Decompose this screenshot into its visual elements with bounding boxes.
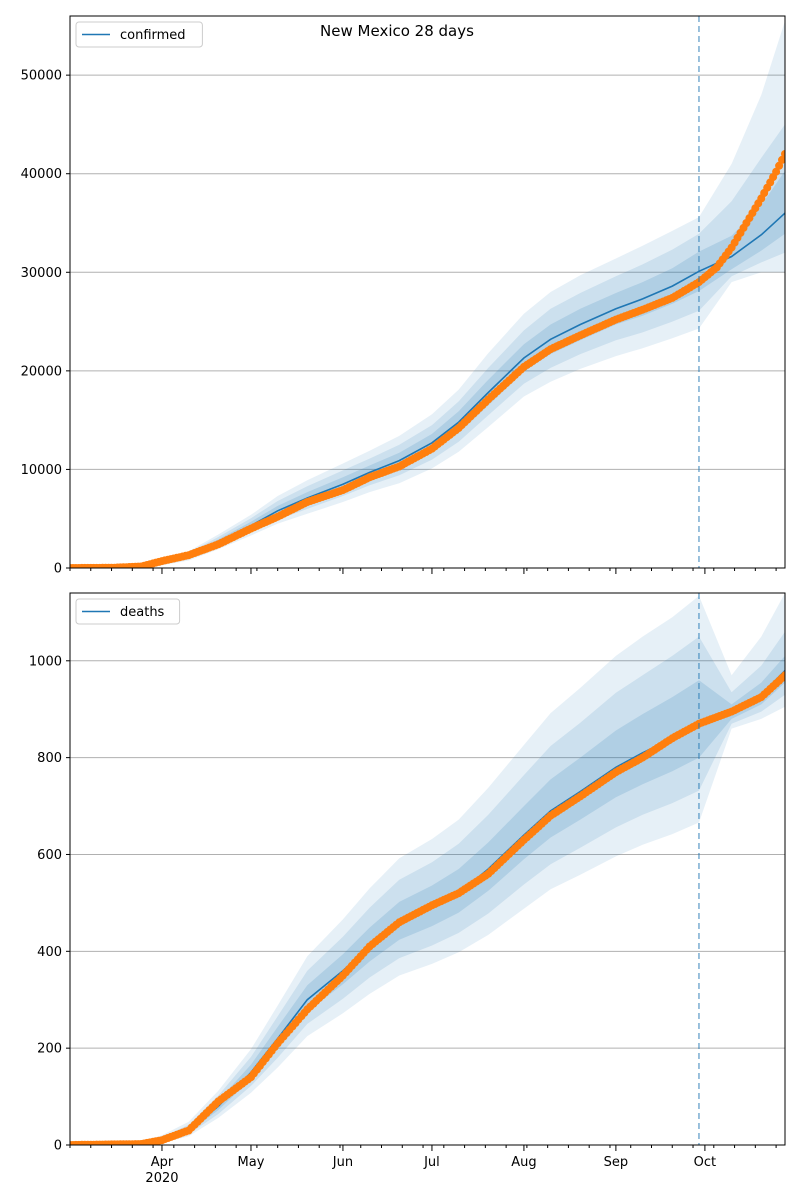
y-tick-label: 800 bbox=[37, 751, 62, 766]
y-tick-label: 20000 bbox=[21, 364, 62, 379]
y-tick-label: 400 bbox=[37, 945, 62, 960]
axes-frame bbox=[69, 15, 786, 569]
y-tick-label: 1000 bbox=[29, 654, 62, 669]
y-tick-label: 200 bbox=[37, 1042, 62, 1057]
x-tick-label: Aug bbox=[511, 1155, 536, 1170]
x-tick-label: May bbox=[238, 1155, 265, 1170]
figure-title: New Mexico 28 days bbox=[320, 22, 474, 40]
uncertainty-band bbox=[70, 636, 699, 1145]
uncertainty-band bbox=[699, 20, 785, 329]
y-tick-label: 40000 bbox=[21, 167, 62, 182]
legend-box bbox=[75, 598, 181, 625]
uncertainty-band bbox=[70, 233, 699, 568]
y-tick-label: 50000 bbox=[21, 69, 62, 84]
observed-point bbox=[781, 671, 785, 680]
x-tick-label: Oct bbox=[694, 1155, 716, 1170]
uncertainty-band bbox=[70, 217, 699, 568]
axes-frame bbox=[69, 592, 786, 1146]
confirmed-panel: 0 10000 20000 30000 40000 50000 confirmed bbox=[21, 15, 786, 577]
legend: confirmed bbox=[75, 21, 203, 48]
y-tick-label: 0 bbox=[54, 562, 62, 577]
legend: deaths bbox=[75, 598, 181, 625]
uncertainty-band bbox=[70, 251, 699, 568]
y-tick-label: 600 bbox=[37, 848, 62, 863]
observed-point bbox=[778, 155, 785, 164]
legend-label: confirmed bbox=[120, 28, 186, 43]
x-tick-label: Sep bbox=[604, 1155, 629, 1170]
x-tick-label: Jun bbox=[332, 1155, 353, 1170]
observed-point bbox=[781, 150, 785, 158]
y-tick-label: 0 bbox=[54, 1139, 62, 1154]
x-tick-sublabel: 2020 bbox=[145, 1171, 178, 1186]
observed-point bbox=[772, 167, 781, 176]
legend-box bbox=[75, 21, 203, 48]
observed-point bbox=[775, 161, 784, 170]
uncertainty-band bbox=[70, 595, 699, 1145]
x-tick-label: Jul bbox=[423, 1155, 440, 1170]
y-tick-label: 30000 bbox=[21, 266, 62, 281]
uncertainty-band bbox=[699, 631, 785, 791]
y-tick-label: 10000 bbox=[21, 463, 62, 478]
legend-label: deaths bbox=[120, 605, 165, 620]
x-tick-label: Apr bbox=[151, 1155, 174, 1170]
uncertainty-band bbox=[70, 680, 699, 1145]
